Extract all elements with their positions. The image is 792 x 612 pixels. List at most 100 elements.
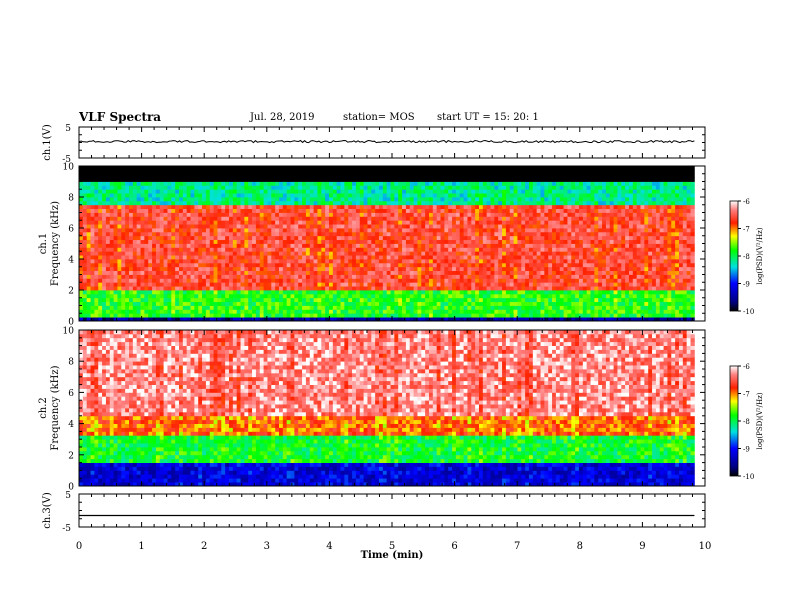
spectrogram-cell <box>532 282 538 287</box>
spectrogram-cell <box>155 212 161 217</box>
spectrogram-cell <box>182 212 188 217</box>
spectrogram-cell <box>179 259 184 264</box>
spectrogram-cell <box>405 243 411 248</box>
spectrogram-cell <box>352 169 357 175</box>
spectrogram-cell <box>375 290 380 295</box>
spectrogram-cells-ch1 <box>79 166 695 322</box>
spectrogram-cell <box>278 239 284 244</box>
spectrogram-cell <box>498 259 503 264</box>
spectrogram-cell <box>79 208 84 213</box>
spectrogram-cell <box>159 297 165 303</box>
spectrogram-cell <box>155 185 161 190</box>
spectrogram-cell <box>267 286 272 291</box>
spectrogram-cell <box>209 189 215 194</box>
spectrogram-cell <box>302 200 307 206</box>
spectrogram-cell <box>198 181 203 186</box>
spectrogram-cell <box>98 313 103 318</box>
spectrogram-cell <box>425 239 430 244</box>
spectrogram-cell <box>302 193 307 198</box>
spectrogram-cell <box>325 270 330 275</box>
spectrogram-cell <box>475 204 480 210</box>
spectrogram-cell <box>371 169 376 175</box>
spectrogram-cell <box>86 169 91 175</box>
spectrogram-cell <box>305 313 311 318</box>
spectrogram-cell <box>240 282 245 287</box>
spectrogram-cell <box>194 293 199 299</box>
spectrogram-cell <box>517 286 522 291</box>
spectrogram-cell <box>463 274 468 279</box>
spectrogram-cell <box>421 193 426 198</box>
spectrogram-cell <box>167 247 172 252</box>
spectrogram-cell <box>486 278 491 283</box>
spectrogram-cell <box>263 293 268 299</box>
spectrogram-cell <box>321 309 326 314</box>
spectrogram-cell <box>121 251 126 256</box>
spectrogram-cell <box>117 212 122 217</box>
spectrogram-cell <box>221 224 226 229</box>
spectrogram-cell <box>517 247 522 252</box>
spectrogram-cell <box>163 309 168 314</box>
spectrogram-cell <box>390 297 395 303</box>
spectrogram-cell <box>232 317 238 322</box>
spectrogram-cell <box>190 293 195 299</box>
spectrogram-cell <box>332 297 338 303</box>
spectrogram-cell <box>482 166 488 171</box>
spectrogram-cell <box>259 309 265 314</box>
spectrogram-cell <box>344 305 349 310</box>
spectrogram-cell <box>221 278 226 283</box>
spectrogram-cell <box>125 286 130 291</box>
spectrogram-cell <box>340 313 345 318</box>
spectrogram-cell <box>332 278 338 283</box>
spectrogram-cell <box>540 297 545 303</box>
spectrogram-cell <box>452 181 457 186</box>
spectrogram-cell <box>459 266 464 272</box>
spectrogram-cell <box>286 270 291 275</box>
spectrogram-cell <box>459 185 464 190</box>
spectrogram-cell <box>159 166 165 171</box>
spectrogram-cell <box>167 208 172 213</box>
spectrogram-cell <box>248 212 253 217</box>
spectrogram-cell <box>102 293 107 299</box>
spectrogram-cell <box>248 189 253 194</box>
spectrogram-cell <box>513 255 518 260</box>
spectrogram-cell <box>82 224 88 229</box>
spectrogram-cell <box>94 224 99 229</box>
spectrogram-cell <box>205 286 211 291</box>
spectrogram-cell <box>482 286 488 291</box>
spectrogram-cell <box>359 231 365 237</box>
spectrogram-cell <box>202 216 207 221</box>
spectrogram-cell <box>117 173 122 179</box>
spectrogram-cell <box>263 266 268 272</box>
spectrogram-cell <box>517 231 522 237</box>
spectrogram-cell <box>163 293 168 299</box>
spectrogram-cell <box>309 204 315 210</box>
spectrogram-cell <box>436 228 441 233</box>
spectrogram-cell <box>309 197 315 202</box>
spectrogram-cell <box>102 200 107 206</box>
spectrogram-cell <box>525 293 530 299</box>
spectrogram-cell <box>386 313 391 318</box>
spectrogram-cell <box>282 189 288 194</box>
spectrogram-cell <box>452 228 457 233</box>
spectrogram-cell <box>328 309 334 314</box>
spectrogram-cell <box>221 309 226 314</box>
spectrogram-cell <box>259 220 265 225</box>
spectrogram-cell <box>490 173 495 179</box>
spectrogram-cell <box>105 293 111 299</box>
spectrogram-cell <box>290 216 295 221</box>
spectrogram-cell <box>375 274 380 279</box>
spectrogram-cell <box>182 290 188 295</box>
spectrogram-cell <box>486 251 491 256</box>
spectrogram-cell <box>113 193 118 198</box>
spectrogram-cell <box>540 189 545 194</box>
spectrogram-cell <box>140 200 145 206</box>
spectrogram-cell <box>79 173 84 179</box>
spectrogram-cell <box>375 169 380 175</box>
spectrogram-cell <box>129 177 134 182</box>
spectrogram-cell <box>225 193 230 198</box>
spectrogram-cell <box>202 293 207 299</box>
spectrogram-cell <box>521 185 526 190</box>
spectrogram-cell <box>163 193 168 198</box>
spectrogram-cell <box>455 235 461 241</box>
spectrogram-cell <box>186 309 191 314</box>
